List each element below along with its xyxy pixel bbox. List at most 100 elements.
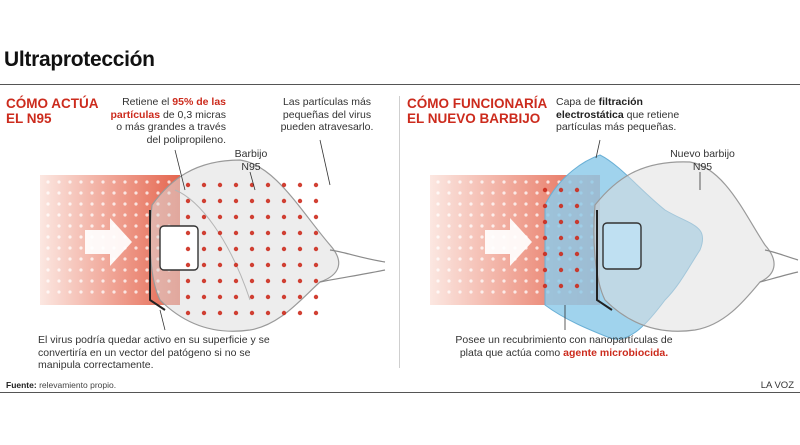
particle-dot bbox=[281, 182, 287, 188]
particle-dot bbox=[101, 290, 105, 294]
particle-dot bbox=[458, 268, 462, 272]
particle-dot bbox=[297, 214, 303, 220]
particle-dot bbox=[46, 257, 50, 261]
callout-highlight: filtración electrostática bbox=[556, 96, 643, 121]
particle-dot bbox=[57, 180, 61, 184]
particle-dot bbox=[101, 213, 105, 217]
particle-dot bbox=[469, 235, 473, 239]
particle-dot bbox=[185, 182, 191, 188]
top-divider bbox=[0, 84, 800, 85]
particle-dot bbox=[513, 279, 517, 283]
new-mask-valve bbox=[602, 222, 642, 270]
particle-dot bbox=[513, 268, 517, 272]
particle-dot bbox=[436, 191, 440, 195]
particle-dot bbox=[491, 180, 495, 184]
particle-dot bbox=[313, 262, 319, 268]
particle-dot bbox=[535, 235, 539, 239]
particle-dot bbox=[57, 257, 61, 261]
particle-dot bbox=[542, 251, 548, 257]
particle-dot bbox=[447, 257, 451, 261]
particle-dot bbox=[502, 268, 506, 272]
particle-dot bbox=[112, 213, 116, 217]
particle-dot bbox=[249, 310, 255, 316]
particle-dot bbox=[469, 213, 473, 217]
particle-dot bbox=[491, 279, 495, 283]
particle-dot bbox=[524, 268, 528, 272]
particle-dot bbox=[558, 219, 564, 225]
particle-dot bbox=[447, 235, 451, 239]
particle-dot bbox=[68, 235, 72, 239]
particle-dot bbox=[535, 224, 539, 228]
particle-dot bbox=[436, 290, 440, 294]
particle-dot bbox=[233, 230, 239, 236]
particle-dot bbox=[68, 224, 72, 228]
particle-dot bbox=[249, 294, 255, 300]
particle-dot bbox=[458, 279, 462, 283]
particle-dot bbox=[123, 191, 127, 195]
particle-dot bbox=[90, 224, 94, 228]
particle-dot bbox=[134, 279, 138, 283]
particle-dot bbox=[90, 202, 94, 206]
particle-dot bbox=[458, 257, 462, 261]
particle-dot bbox=[79, 290, 83, 294]
particle-dot bbox=[436, 257, 440, 261]
particle-dot bbox=[502, 202, 506, 206]
particle-dot bbox=[491, 268, 495, 272]
particle-dot bbox=[436, 246, 440, 250]
particle-dot bbox=[265, 262, 271, 268]
particle-dot bbox=[542, 203, 548, 209]
particle-dot bbox=[535, 191, 539, 195]
particle-dot bbox=[574, 251, 580, 257]
particle-dot bbox=[542, 235, 548, 241]
particle-dot bbox=[524, 279, 528, 283]
particle-dot bbox=[123, 257, 127, 261]
particle-dot bbox=[281, 278, 287, 284]
particle-dot bbox=[90, 191, 94, 195]
particle-dot bbox=[480, 224, 484, 228]
particle-dot bbox=[297, 246, 303, 252]
particle-dot bbox=[542, 267, 548, 273]
particle-dot bbox=[513, 213, 517, 217]
particle-dot bbox=[542, 187, 548, 193]
callout-text: Posee un recubrimiento con nanopartícula… bbox=[455, 334, 673, 359]
particle-dot bbox=[281, 262, 287, 268]
particle-dot bbox=[524, 290, 528, 294]
particle-dot bbox=[46, 279, 50, 283]
particle-dot bbox=[524, 224, 528, 228]
particle-dot bbox=[447, 191, 451, 195]
particle-dot bbox=[201, 310, 207, 316]
particle-dot bbox=[436, 180, 440, 184]
left-mask-label: Barbijo N95 bbox=[234, 148, 268, 173]
particle-dot bbox=[123, 290, 127, 294]
particle-dot bbox=[469, 202, 473, 206]
particle-dot bbox=[145, 224, 149, 228]
particle-dot bbox=[233, 246, 239, 252]
particle-dot bbox=[201, 214, 207, 220]
particle-dot bbox=[134, 202, 138, 206]
particle-dot bbox=[57, 235, 61, 239]
right-heading-line2: EL NUEVO BARBIJO bbox=[407, 111, 541, 126]
particle-dot bbox=[480, 257, 484, 261]
particle-dot bbox=[265, 310, 271, 316]
particle-dot bbox=[217, 278, 223, 284]
right-heading-line1: CÓMO FUNCIONARÍA bbox=[407, 96, 548, 111]
n95-valve bbox=[159, 225, 199, 271]
particle-dot bbox=[281, 294, 287, 300]
left-heading-line1: CÓMO ACTÚA bbox=[6, 96, 99, 111]
particle-dot bbox=[46, 202, 50, 206]
right-heading: CÓMO FUNCIONARÍA EL NUEVO BARBIJO bbox=[407, 96, 547, 126]
particle-dot bbox=[57, 202, 61, 206]
particle-dot bbox=[68, 279, 72, 283]
particle-dot bbox=[68, 180, 72, 184]
particle-dot bbox=[201, 262, 207, 268]
particle-dot bbox=[79, 202, 83, 206]
particle-dot bbox=[145, 202, 149, 206]
particle-dot bbox=[145, 235, 149, 239]
particle-dot bbox=[79, 257, 83, 261]
particle-dot bbox=[469, 180, 473, 184]
particle-dot bbox=[79, 191, 83, 195]
particle-dot bbox=[447, 268, 451, 272]
particle-dot bbox=[480, 268, 484, 272]
mask-dots-right bbox=[542, 187, 580, 289]
particle-dot bbox=[447, 180, 451, 184]
